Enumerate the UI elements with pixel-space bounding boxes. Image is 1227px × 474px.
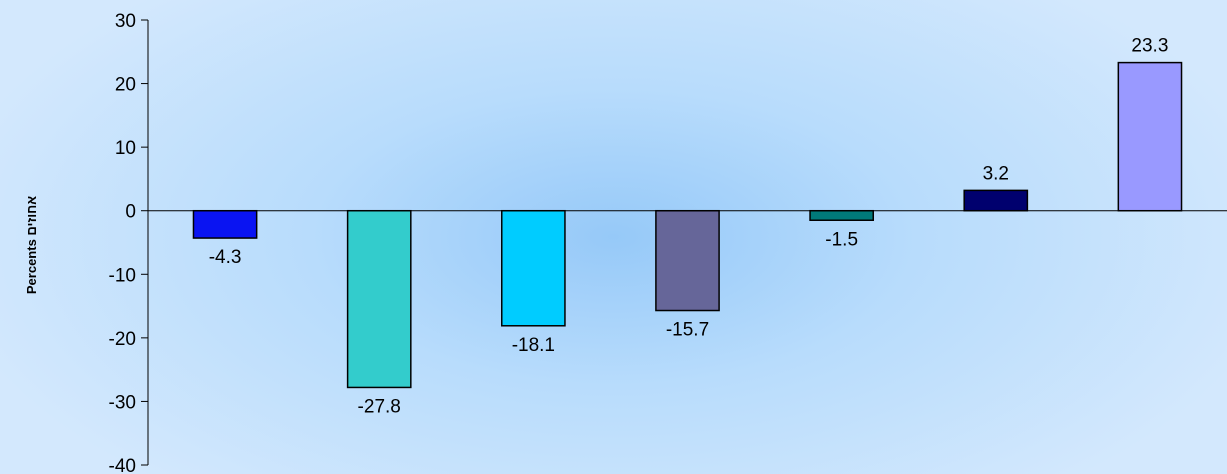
y-tick-label: -20	[109, 329, 136, 350]
bar-value-label: 23.3	[1131, 36, 1168, 57]
bar-value-label: -27.8	[358, 396, 401, 417]
y-tick-label: -30	[109, 392, 136, 413]
y-tick-label: 30	[115, 11, 136, 32]
y-tick-label: 10	[115, 138, 136, 159]
data-labels: -4.3 -27.8 -18.1 -15.7 -1.5 3.2 23.3	[209, 36, 1169, 418]
bar	[809, 209, 874, 221]
y-tick-label: 0	[125, 202, 136, 223]
bar	[963, 189, 1029, 212]
y-axis: 30 20 10 0 -10 -20 -30 -40	[109, 11, 149, 474]
y-tick-label: -10	[109, 265, 136, 286]
bars	[192, 61, 1183, 389]
bar-value-label: -1.5	[825, 229, 858, 250]
y-axis-label: Percents אחוזים	[24, 196, 39, 294]
bar	[501, 209, 566, 327]
bar	[1117, 61, 1183, 212]
y-tick-label: -40	[109, 456, 136, 474]
bar-value-label: -15.7	[666, 320, 709, 341]
bar	[655, 209, 720, 312]
bar-value-label: -18.1	[512, 335, 555, 356]
bar	[346, 209, 412, 389]
bar	[192, 209, 258, 239]
bar-value-label: -4.3	[209, 247, 242, 268]
bar-value-label: 3.2	[983, 163, 1009, 184]
y-tick-label: 20	[115, 75, 136, 96]
